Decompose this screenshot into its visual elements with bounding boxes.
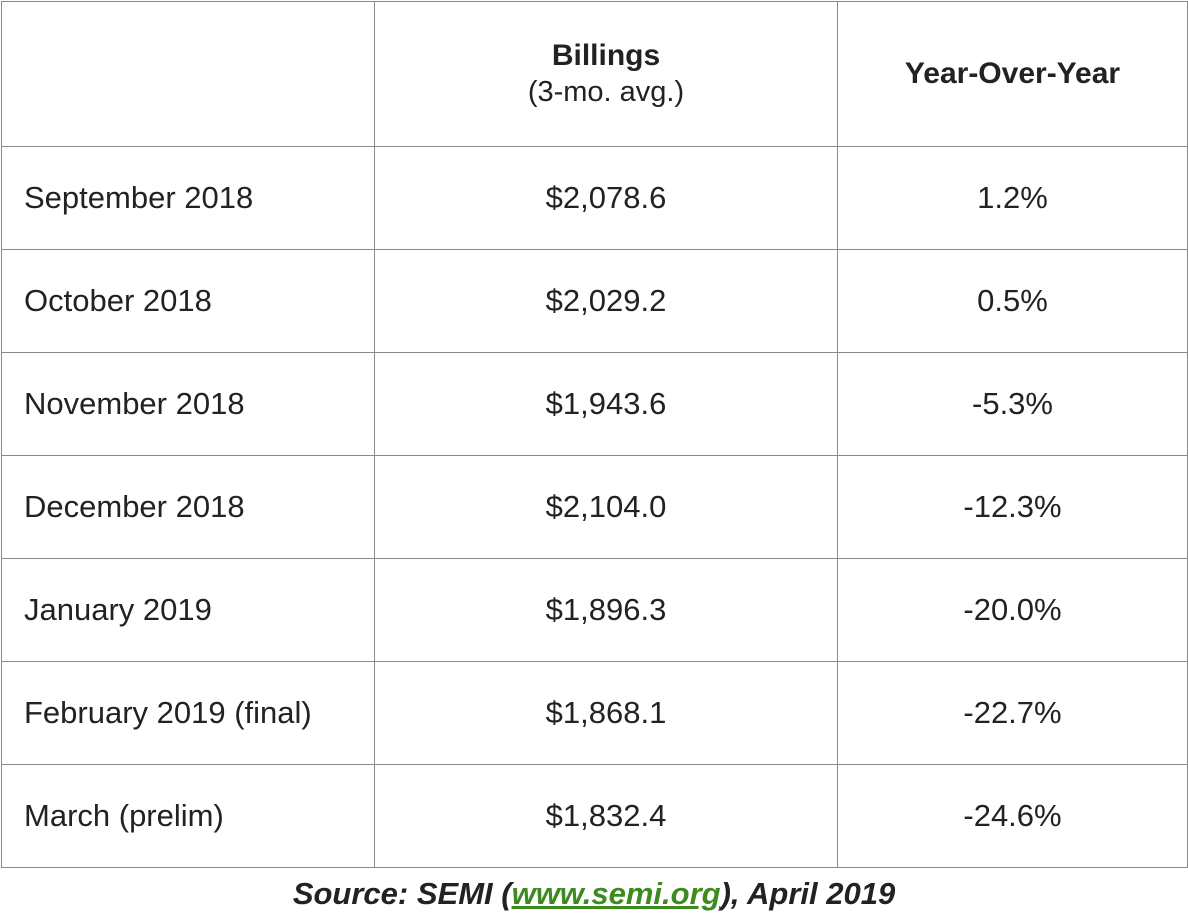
row-billings: $2,078.6 [374, 146, 838, 250]
row-billings: $1,832.4 [374, 764, 838, 868]
row-yoy: -5.3% [837, 352, 1188, 456]
source-caption: Source: SEMI (www.semi.org), April 2019 [0, 876, 1188, 912]
row-month: September 2018 [1, 146, 375, 250]
table-header-row: Billings (3-mo. avg.) Year-Over-Year [1, 1, 1188, 147]
header-billings-title: Billings [551, 39, 661, 72]
row-billings: $1,896.3 [374, 558, 838, 662]
billings-table-container: Billings (3-mo. avg.) Year-Over-Year Sep… [1, 1, 1188, 868]
row-month: December 2018 [1, 455, 375, 559]
row-yoy: -24.6% [837, 764, 1188, 868]
billings-table: Billings (3-mo. avg.) Year-Over-Year Sep… [1, 1, 1188, 868]
row-month: October 2018 [1, 249, 375, 353]
row-yoy: -22.7% [837, 661, 1188, 765]
table-row: February 2019 (final) $1,868.1 -22.7% [1, 661, 1188, 765]
row-month: January 2019 [1, 558, 375, 662]
row-yoy: -20.0% [837, 558, 1188, 662]
source-link[interactable]: www.semi.org [511, 876, 721, 911]
row-month: November 2018 [1, 352, 375, 456]
row-billings: $2,029.2 [374, 249, 838, 353]
header-billings-subtitle: (3-mo. avg.) [527, 76, 685, 108]
header-yoy: Year-Over-Year [837, 1, 1188, 147]
row-yoy: -12.3% [837, 455, 1188, 559]
table-row: November 2018 $1,943.6 -5.3% [1, 352, 1188, 456]
table-row: October 2018 $2,029.2 0.5% [1, 249, 1188, 353]
row-billings: $1,943.6 [374, 352, 838, 456]
row-month: February 2019 (final) [1, 661, 375, 765]
header-corner-cell [1, 1, 375, 147]
source-prefix: Source: SEMI ( [292, 876, 512, 911]
row-yoy: 0.5% [837, 249, 1188, 353]
source-suffix: ), April 2019 [720, 876, 896, 911]
table-row: March (prelim) $1,832.4 -24.6% [1, 764, 1188, 868]
table-row: December 2018 $2,104.0 -12.3% [1, 455, 1188, 559]
row-billings: $1,868.1 [374, 661, 838, 765]
table-row: January 2019 $1,896.3 -20.0% [1, 558, 1188, 662]
header-yoy-title: Year-Over-Year [904, 57, 1121, 90]
row-billings: $2,104.0 [374, 455, 838, 559]
row-month: March (prelim) [1, 764, 375, 868]
header-billings: Billings (3-mo. avg.) [374, 1, 838, 147]
table-row: September 2018 $2,078.6 1.2% [1, 146, 1188, 250]
row-yoy: 1.2% [837, 146, 1188, 250]
